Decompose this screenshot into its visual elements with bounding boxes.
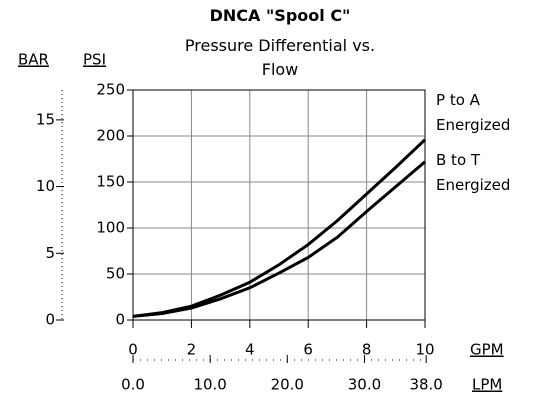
x2-tick-label: 0.0 [121,376,145,394]
y-tick-label: 150 [96,173,125,191]
x-tick-label: 0 [128,341,138,359]
x-axis-label: GPM [470,341,504,359]
chart-title: DNCA "Spool C" [209,6,351,25]
x2-tick-label: 10.0 [193,376,226,394]
y2-tick-label: 0 [45,311,55,329]
y-tick-label: 200 [96,127,125,145]
x-tick-label: 6 [303,341,313,359]
x2-tick-label: 38.0 [409,376,442,394]
y-tick-label: 100 [96,219,125,237]
x-tick-label: 2 [187,341,197,359]
legend-entry: P to A Energized [436,91,511,134]
x-tick-label: 4 [245,341,255,359]
x2-tick-label: 30.0 [348,376,381,394]
y-tick-label: 50 [106,265,125,283]
x2-axis-label: LPM [472,376,502,394]
y2-tick-label: 5 [45,244,55,262]
y-axis-label: PSI [83,51,106,69]
y2-tick-label: 10 [36,177,55,195]
chart-subtitle: Pressure Differential vs. Flow [184,36,376,79]
series-line [132,138,427,318]
y2-tick-label: 15 [36,110,55,128]
series-line [132,160,426,318]
x-tick-label: 10 [415,341,434,359]
x2-tick-label: 20.0 [271,376,304,394]
legend-entry: B to T Energized [436,151,511,194]
y2-axis-label: BAR [18,51,49,69]
x-tick-label: 8 [362,341,372,359]
y-tick-label: 0 [115,311,125,329]
y-tick-label: 250 [96,81,125,99]
plot-frame [132,89,426,321]
